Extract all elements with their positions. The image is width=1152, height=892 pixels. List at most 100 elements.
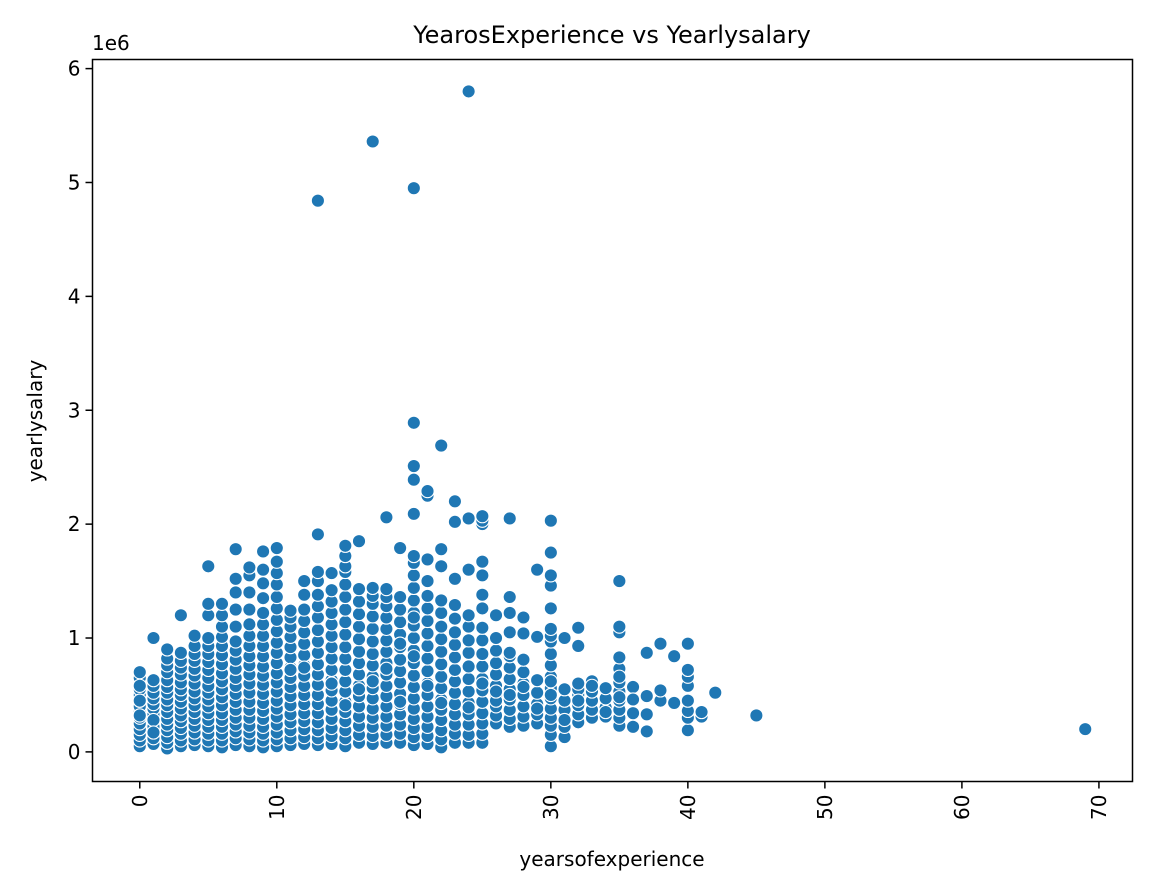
data-point <box>502 605 517 621</box>
data-point <box>351 581 367 597</box>
data-point <box>461 645 476 660</box>
data-point <box>242 617 257 632</box>
data-point <box>406 458 421 474</box>
data-point <box>379 661 394 676</box>
data-point <box>625 679 641 695</box>
data-point <box>529 701 545 716</box>
data-point <box>160 642 175 657</box>
data-point <box>338 639 353 655</box>
data-point <box>543 674 558 689</box>
y-axis-multiplier: 1e6 <box>92 31 130 55</box>
data-point <box>173 645 189 660</box>
data-point <box>543 646 558 662</box>
data-point <box>406 668 421 683</box>
data-point <box>379 510 394 525</box>
data-point <box>434 657 449 672</box>
data-point <box>173 608 189 623</box>
data-point <box>543 513 558 528</box>
data-point <box>242 602 257 617</box>
data-point <box>255 576 271 591</box>
data-point <box>475 620 490 635</box>
data-point <box>516 665 531 680</box>
data-point <box>502 511 517 526</box>
data-point <box>461 562 476 577</box>
data-point <box>447 494 463 509</box>
data-point <box>351 619 367 634</box>
data-point <box>488 630 504 646</box>
data-point <box>365 580 380 596</box>
data-point <box>420 651 435 666</box>
y-tick-label: 5 <box>68 170 81 194</box>
data-point <box>297 660 312 675</box>
data-point <box>749 708 764 723</box>
data-point <box>502 645 517 660</box>
data-point <box>392 614 408 630</box>
data-point <box>187 628 202 643</box>
data-point <box>598 680 613 696</box>
data-point <box>461 84 476 99</box>
data-point <box>132 708 147 723</box>
data-point <box>461 511 476 526</box>
data-point <box>420 483 435 499</box>
data-point <box>612 690 627 705</box>
x-tick-label: 30 <box>539 795 563 820</box>
data-point <box>406 649 421 664</box>
data-point <box>571 693 586 708</box>
data-point <box>228 571 243 586</box>
data-point <box>680 662 696 678</box>
points-layer <box>132 84 1093 756</box>
data-point <box>612 619 627 634</box>
data-point <box>351 644 367 659</box>
data-point <box>242 585 257 600</box>
data-point <box>447 650 463 665</box>
data-point <box>420 573 435 589</box>
data-point <box>283 603 298 618</box>
data-point <box>406 568 421 583</box>
data-point <box>406 630 421 646</box>
data-point <box>255 544 271 559</box>
data-point <box>201 630 216 646</box>
data-point <box>420 638 435 654</box>
data-point <box>475 568 490 583</box>
data-point <box>434 593 449 608</box>
data-point <box>338 698 353 713</box>
data-point <box>255 605 271 621</box>
y-axis-label: yearlysalary <box>23 360 47 483</box>
y-tick-label: 4 <box>68 284 81 308</box>
data-point <box>242 560 257 575</box>
data-point <box>557 682 572 697</box>
y-tick-label: 6 <box>68 57 81 81</box>
data-point <box>543 687 558 703</box>
data-point <box>269 540 284 556</box>
data-point <box>132 693 147 708</box>
x-tick-label: 40 <box>676 795 700 820</box>
data-point <box>639 707 654 722</box>
data-point <box>434 669 449 684</box>
data-point <box>502 625 517 640</box>
data-point <box>502 589 517 605</box>
data-point <box>680 693 696 708</box>
data-point <box>434 619 449 634</box>
data-point <box>543 545 558 560</box>
data-point <box>475 509 490 524</box>
y-tick-label: 0 <box>68 740 81 764</box>
data-point <box>639 645 654 660</box>
data-point <box>571 676 586 691</box>
x-tick-label: 50 <box>813 795 837 820</box>
data-point <box>680 636 696 651</box>
data-point <box>146 630 161 646</box>
data-point <box>639 688 654 704</box>
data-point <box>475 554 490 569</box>
data-point <box>557 712 572 728</box>
data-point <box>324 565 339 581</box>
data-point <box>392 694 408 709</box>
data-point <box>146 712 161 728</box>
data-point <box>406 593 421 608</box>
data-point <box>694 704 709 720</box>
y-tick-label: 3 <box>68 398 81 422</box>
data-point <box>420 663 435 679</box>
data-point <box>201 559 216 574</box>
y-axis: 0 1 2 3 4 5 6 <box>68 57 93 764</box>
data-point <box>420 626 435 641</box>
data-point <box>310 193 326 208</box>
